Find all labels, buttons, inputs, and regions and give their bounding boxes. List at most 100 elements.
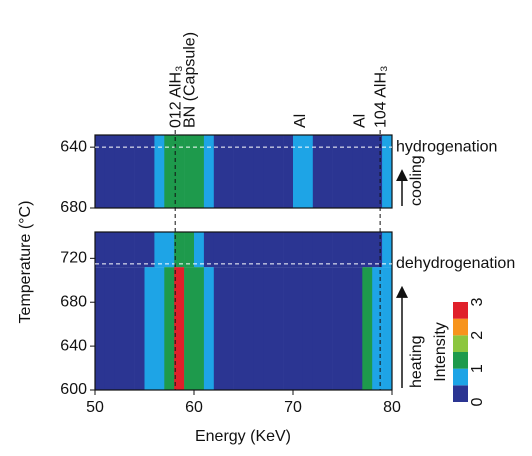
y-tick-label: 640 (60, 138, 87, 155)
heat-cell (223, 267, 234, 390)
colorbar-title: Intensity (432, 322, 449, 382)
heat-cell (95, 232, 106, 268)
colorbar-swatch (453, 368, 468, 386)
heat-cell (144, 232, 155, 268)
heat-cell (233, 232, 244, 268)
colorbar-swatch (453, 318, 468, 336)
heat-cell (223, 135, 234, 208)
heat-cell (332, 267, 343, 390)
heat-cell (124, 267, 135, 390)
heat-cell (283, 267, 294, 390)
heat-cell (283, 232, 294, 268)
heat-cell (174, 135, 185, 208)
heat-cell (312, 267, 323, 390)
peak-label: 104 AlH₃ (372, 65, 389, 128)
colorbar-swatch (453, 352, 468, 369)
x-tick-label: 60 (185, 399, 203, 416)
heat-cell (243, 135, 254, 208)
heat-cell (203, 232, 215, 268)
panel-frame (94, 231, 393, 391)
heat-cell (184, 135, 195, 208)
heat-cell (223, 232, 234, 268)
heat-cell (95, 135, 106, 208)
heat-cell (164, 232, 175, 268)
line-label: dehydrogenation (396, 255, 515, 272)
heat-cell (134, 232, 145, 268)
heat-cell (104, 267, 116, 390)
heat-cell (154, 267, 165, 390)
heat-cell (302, 267, 314, 390)
colorbar-swatch (453, 335, 468, 352)
heat-cell (283, 135, 294, 208)
x-axis-title: Energy (KeV) (195, 428, 291, 445)
heat-cell (144, 135, 155, 208)
heat-cell (194, 267, 205, 390)
heat-cell (293, 267, 304, 390)
heat-cell (124, 135, 135, 208)
heat-cell (174, 267, 185, 390)
arrow-label: cooling (408, 155, 425, 206)
heat-cell (293, 232, 304, 268)
heat-cell (362, 267, 373, 390)
line-label: hydrogenation (396, 138, 497, 155)
heat-cell (382, 135, 393, 208)
heat-cell (372, 267, 383, 390)
heat-cell (134, 135, 145, 208)
heat-cell (263, 232, 274, 268)
heat-cell (332, 232, 343, 268)
heat-cell (124, 232, 135, 268)
heat-cell (322, 267, 333, 390)
heat-cell (312, 232, 323, 268)
x-tick-label: 50 (86, 399, 104, 416)
heat-cell (382, 232, 393, 268)
heat-cell (263, 267, 274, 390)
peak-label: Al (352, 114, 369, 128)
heat-cell (164, 267, 175, 390)
heat-cell (302, 232, 314, 268)
colorbar-swatch (453, 385, 468, 402)
colorbar-tick-label: 2 (469, 331, 486, 340)
y-tick-label: 680 (60, 199, 87, 216)
y-tick-label: 640 (60, 337, 87, 354)
x-tick-label: 80 (383, 399, 401, 416)
heat-cell (134, 267, 145, 390)
heat-cell (273, 267, 284, 390)
heat-cell (243, 232, 254, 268)
heat-cell (342, 267, 353, 390)
heat-cell (342, 232, 353, 268)
heat-cell (203, 135, 215, 208)
heat-cell (352, 232, 363, 268)
heat-cell (114, 232, 125, 268)
heat-cell (154, 135, 165, 208)
heat-cell (352, 267, 363, 390)
heat-cell (253, 135, 264, 208)
heat-cell (213, 267, 224, 390)
colorbar-tick-label: 0 (469, 397, 486, 406)
peak-label: BN (Capsule) (181, 32, 198, 128)
heat-cell (253, 267, 264, 390)
heat-cell (194, 135, 205, 208)
heat-cell (263, 135, 274, 208)
heat-cell (233, 135, 244, 208)
arrow-label: heating (408, 336, 425, 389)
heat-cell (332, 135, 343, 208)
heat-cell (194, 232, 205, 268)
heat-cell (322, 232, 333, 268)
heat-cell (382, 267, 393, 390)
heat-cell (372, 232, 383, 268)
colorbar-tick-label: 1 (469, 364, 486, 373)
heat-cell (95, 267, 106, 390)
heat-cell (342, 135, 353, 208)
heat-cell (164, 135, 175, 208)
heat-cell (174, 232, 185, 268)
heat-cell (203, 267, 215, 390)
y-tick-label: 680 (60, 293, 87, 310)
heat-cell (114, 135, 125, 208)
heat-cell (293, 135, 304, 208)
heat-cell (302, 135, 314, 208)
heat-cell (104, 232, 116, 268)
colorbar-tick-label: 3 (469, 297, 486, 306)
y-tick-label: 600 (60, 381, 87, 398)
x-tick-label: 70 (284, 399, 302, 416)
